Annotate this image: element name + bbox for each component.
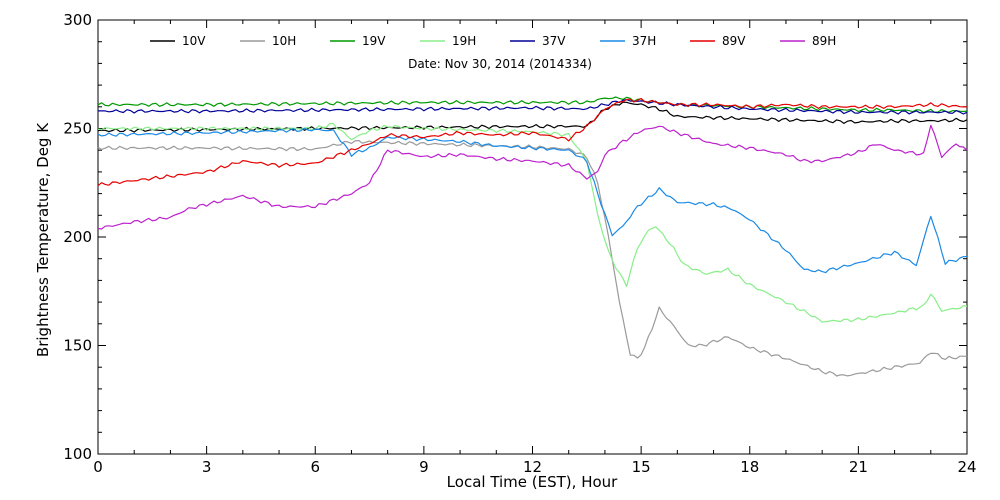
x-tick-label: 15 [632, 458, 651, 476]
legend-label: 19H [452, 34, 476, 48]
y-tick-label: 100 [63, 445, 92, 463]
legend: 10V 10H 19V 19H 37V 37H 89V 89H [150, 34, 836, 48]
legend-label: 37V [542, 34, 566, 48]
series-lines [97, 96, 968, 377]
legend-label: 89V [722, 34, 746, 48]
series-line-10h [97, 139, 968, 377]
series-line-19v [97, 96, 968, 114]
series-line-10v [97, 101, 968, 133]
series-line-37v [97, 98, 968, 115]
chart-subtitle: Date: Nov 30, 2014 (2014334) [408, 57, 592, 71]
x-tick-label: 3 [202, 458, 212, 476]
x-tick-label: 21 [849, 458, 868, 476]
x-axis: 0 3 6 9 12 15 18 21 24 [93, 20, 977, 476]
y-tick-label: 200 [63, 228, 92, 246]
plot-frame [97, 19, 968, 455]
y-tick-label: 250 [63, 120, 92, 138]
y-tick-label: 150 [63, 337, 92, 355]
legend-label: 10V [182, 34, 206, 48]
x-tick-label: 6 [310, 458, 320, 476]
x-tick-label: 9 [419, 458, 429, 476]
x-axis-title: Local Time (EST), Hour [447, 473, 618, 491]
y-axis: 100 150 200 250 300 [63, 11, 967, 463]
legend-label: 37H [632, 34, 656, 48]
series-line-37h [97, 127, 968, 274]
y-axis-title: Brightness Temperature, Deg K [34, 122, 52, 357]
legend-label: 10H [272, 34, 296, 48]
y-tick-label: 300 [63, 11, 92, 29]
series-line-89h [97, 124, 968, 230]
x-tick-label: 12 [523, 458, 542, 476]
x-tick-label: 24 [957, 458, 976, 476]
legend-label: 89H [812, 34, 836, 48]
x-tick-label: 0 [93, 458, 103, 476]
x-tick-label: 18 [740, 458, 759, 476]
series-line-19h [97, 122, 968, 323]
series-line-89v [97, 97, 968, 187]
legend-label: 19V [362, 34, 386, 48]
